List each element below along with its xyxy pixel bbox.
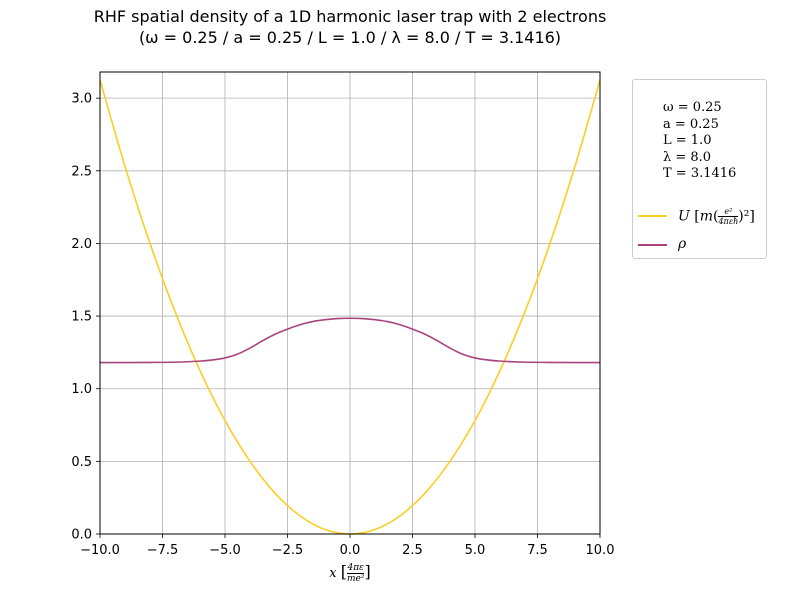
legend-label-potential: U [m(e² 4πεħ)²] [678, 207, 755, 226]
legend-param-line: T = 3.1416 [663, 166, 737, 181]
legend-entry-potential: U [m(e² 4πεħ)²] [638, 206, 766, 226]
x-tick-label: 0.0 [340, 543, 361, 558]
legend-param-line: λ = 8.0 [663, 149, 712, 165]
chart-title: RHF spatial density of a 1D harmonic las… [93, 7, 607, 26]
y-tick-label: 2.5 [71, 164, 92, 179]
legend-param-line: ω = 0.25 [663, 100, 722, 115]
legend-param-line: a = 0.25 [663, 116, 719, 132]
y-tick-label: 3.0 [71, 92, 92, 107]
legend-swatch-potential [638, 215, 667, 217]
y-tick-label: 2.0 [71, 237, 92, 252]
x-tick-label: 2.5 [402, 543, 423, 558]
y-tick-label: 0.5 [71, 455, 92, 470]
legend-param-line: L = 1.0 [663, 133, 712, 148]
legend: ω = 0.25 a = 0.25 L = 1.0 λ = 8.0 T = 3.1416… [632, 79, 767, 259]
x-tick-label: 10.0 [586, 543, 615, 558]
x-axis-label: x [4πε me²] [329, 562, 371, 584]
x-tick-label: −5.0 [209, 543, 241, 558]
y-tick-label: 1.0 [71, 382, 92, 397]
density-line [99, 317, 601, 364]
legend-entry-density: ρ [638, 235, 766, 255]
x-tick-label: −2.5 [272, 543, 304, 558]
x-tick-label: −7.5 [147, 543, 179, 558]
chart-subtitle: (ω = 0.25 / a = 0.25 / L = 1.0 / λ = 8.0… [138, 28, 562, 47]
legend-parameters: ω = 0.25 a = 0.25 L = 1.0 λ = 8.0 T = 3.1416 [663, 100, 736, 183]
legend-swatch-density [638, 244, 667, 246]
y-tick-label: 1.5 [71, 310, 92, 325]
x-tick-label: −10.0 [80, 543, 120, 558]
y-tick-label: 0.0 [71, 528, 92, 543]
x-tick-label: 7.5 [527, 543, 548, 558]
legend-label-density: ρ [678, 236, 687, 252]
x-tick-label: 5.0 [465, 543, 486, 558]
